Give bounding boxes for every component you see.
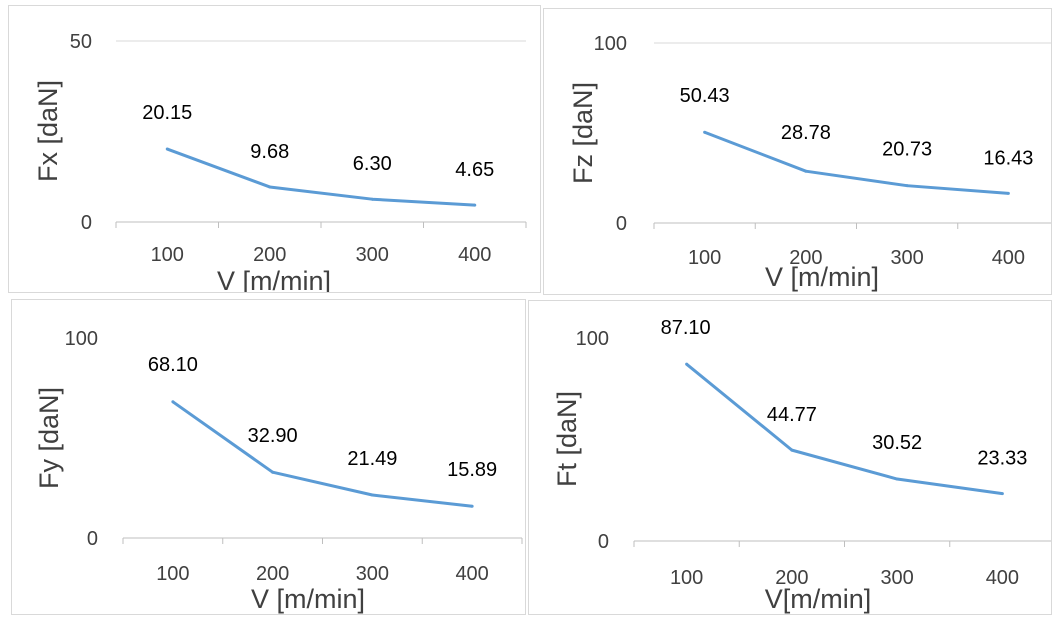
fy-data-point [370,493,374,497]
fx-x-tick-label: 400 [458,244,491,266]
fz-y-tick-label: 100 [594,33,627,55]
fy-x-axis-title: V [m/min] [251,584,365,614]
fz-y-tick-label: 0 [616,213,627,235]
fx-data-point [370,197,374,201]
ft-data-point [1000,492,1004,496]
fy-data-label: 32.90 [248,425,298,447]
fx-data-point [165,147,169,151]
fy-x-tick-label: 200 [256,563,289,585]
ft-data-point [685,362,689,366]
fy-y-tick-label: 100 [65,328,98,350]
ft-y-axis-title: Ft [daN] [552,391,582,487]
ft-data-label: 30.52 [872,432,922,454]
fx-x-tick-label: 300 [356,244,389,266]
ft-chart-svg: 0 100 100 200 300 400 87.10 44.77 30.52 23.33 V[m/… [552,317,1051,614]
fy-chart-svg: 0 100 100 200 300 400 68.10 32.90 21.49 15.89 V [m… [34,328,523,614]
chart-panel-fy: 0 100 100 200 300 400 68.10 32.90 21.49 15.89 V [m… [11,299,526,615]
chart-panel-fz: 0 100 100 200 300 400 50.43 28.78 20.73 16.43 V [m… [543,8,1052,295]
ft-data-label: 23.33 [977,448,1027,470]
fz-data-label: 20.73 [882,139,932,161]
ft-series-line [685,363,1003,496]
ft-x-tick-label: 300 [880,567,913,589]
fy-data-label: 21.49 [347,448,397,470]
fz-data-point [1006,191,1010,195]
fy-x-tick-label: 100 [156,563,189,585]
fx-x-axis-title: V [m/min] [217,266,331,292]
fx-series-line [166,147,475,207]
fz-x-tick-label: 300 [890,247,923,269]
fy-data-label: 15.89 [447,459,497,481]
fx-data-label: 4.65 [455,159,494,181]
fx-x-tick-label: 200 [253,244,286,266]
fz-data-point [703,130,707,134]
fy-data-label: 68.10 [148,354,198,376]
fz-x-tick-label: 100 [688,247,721,269]
fy-y-axis-title: Fy [daN] [34,387,64,489]
fx-data-point [473,203,477,207]
fz-data-label: 50.43 [680,85,730,107]
fy-x-tick-label: 400 [455,563,488,585]
fz-chart-svg: 0 100 100 200 300 400 50.43 28.78 20.73 16.43 V [m… [568,33,1051,292]
fx-data-label: 20.15 [142,102,192,124]
fz-x-axis-title: V [m/min] [765,262,879,292]
ft-y-tick-label: 0 [598,531,609,553]
fy-y-tick-label: 0 [87,528,98,550]
ft-x-tick-label: 200 [775,567,808,589]
fz-x-tick-label: 200 [789,247,822,269]
fy-series-line [172,400,473,508]
fz-series-line [704,130,1009,195]
fx-data-point [268,185,272,189]
fz-x-tick-label: 400 [992,247,1025,269]
fz-data-point [804,169,808,173]
fx-data-label: 9.68 [250,141,289,163]
ft-x-tick-label: 400 [986,567,1019,589]
ft-data-label: 87.10 [661,317,711,339]
ft-x-axis-title: V[m/min] [765,584,872,614]
ft-data-point [895,477,899,481]
fx-chart-svg: 0 50 100 200 300 400 20.15 9.68 6.30 4.65 V [m/min… [33,31,527,292]
fz-data-label: 16.43 [983,147,1033,169]
chart-panel-ft: 0 100 100 200 300 400 87.10 44.77 30.52 23.33 V[m/… [528,300,1052,615]
ft-data-point [790,448,794,452]
fy-data-point [171,400,175,404]
ft-data-label: 44.77 [767,404,817,426]
fz-data-point [905,184,909,188]
fy-x-tick-label: 300 [356,563,389,585]
fx-x-tick-label: 100 [151,244,184,266]
fx-y-tick-label: 50 [70,31,92,53]
ft-x-tick-label: 100 [670,567,703,589]
chart-panel-fx: 0 50 100 200 300 400 20.15 9.68 6.30 4.65 V [m/min… [8,5,541,293]
fy-data-point [470,504,474,508]
fy-data-point [271,470,275,474]
fz-y-axis-title: Fz [daN] [568,82,598,184]
fx-y-tick-label: 0 [81,212,92,234]
fz-data-label: 28.78 [781,122,831,144]
fx-y-axis-title: Fx [daN] [33,80,63,182]
fx-data-label: 6.30 [353,153,392,175]
ft-y-tick-label: 100 [576,328,609,350]
